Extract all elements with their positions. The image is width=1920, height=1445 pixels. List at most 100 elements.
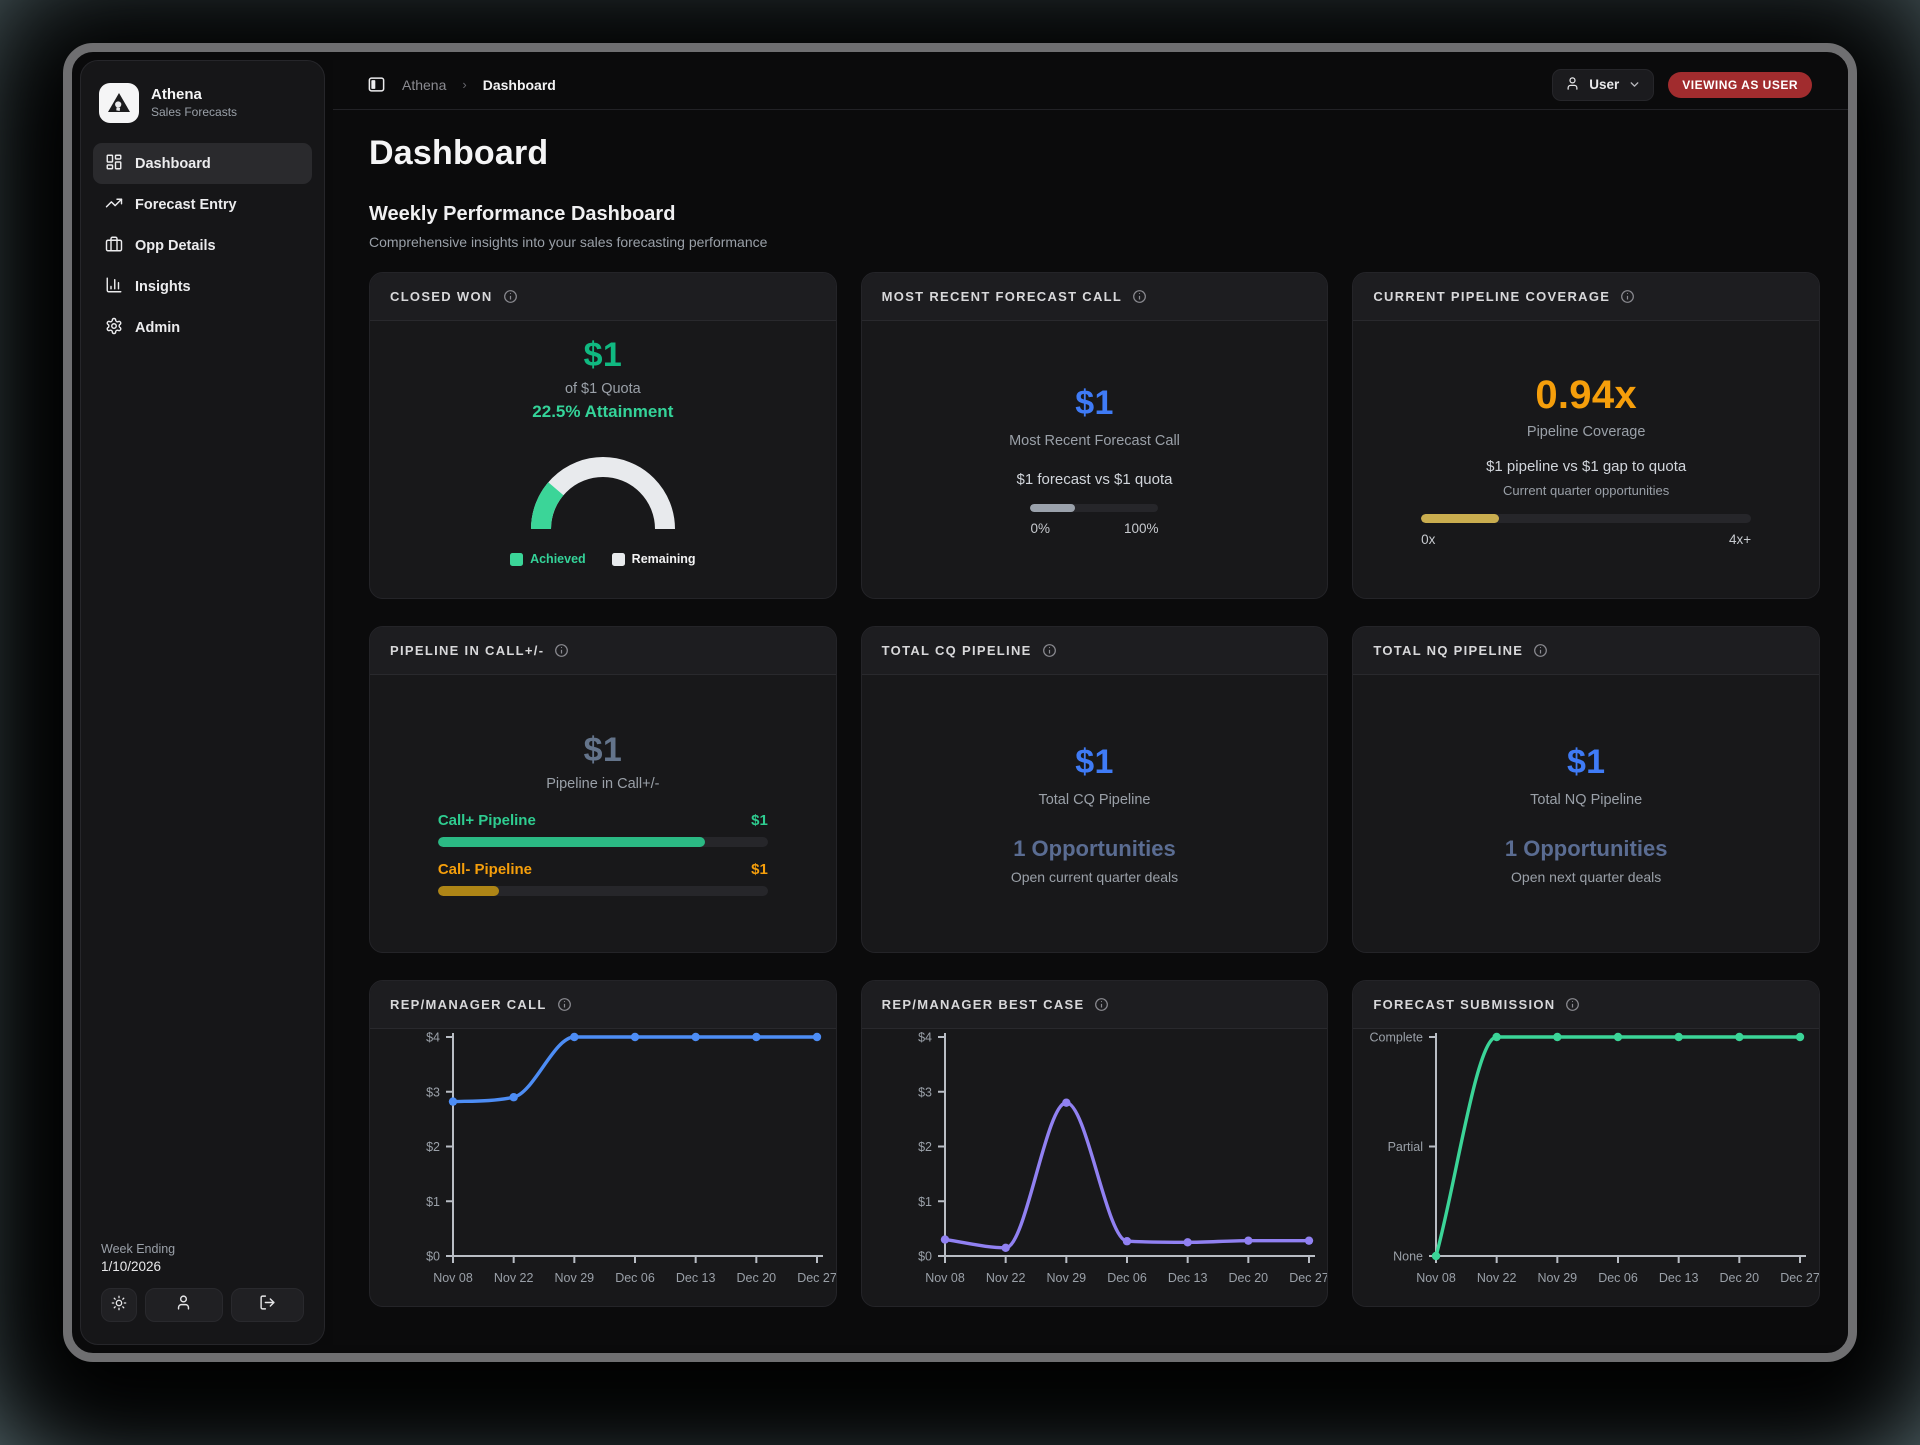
sidebar-item-opp-details[interactable]: Opp Details [93,225,312,266]
nq-opportunities: 1 Opportunities [1504,835,1668,861]
svg-text:$0: $0 [918,1250,932,1264]
pipeline-call-label: Pipeline in Call+/- [546,776,660,792]
svg-text:Dec 06: Dec 06 [1598,1271,1638,1285]
svg-text:Nov 29: Nov 29 [1538,1271,1578,1285]
week-ending-date: 1/10/2026 [101,1259,162,1274]
call-plus-bar [437,837,706,847]
profile-button[interactable] [144,1288,224,1322]
svg-text:Dec 20: Dec 20 [1228,1271,1268,1285]
logout-button[interactable] [231,1288,304,1322]
sidebar-item-label: Admin [135,319,181,336]
topbar: Athena › Dashboard User VIEWING AS USER [333,60,1848,110]
coverage-value: 0.94x [1535,372,1637,417]
forecast-call-value: $1 [1075,383,1114,422]
gauge-legend: Achieved Remaining [510,552,696,566]
svg-text:Nov 29: Nov 29 [1046,1271,1086,1285]
svg-text:Dec 06: Dec 06 [615,1271,655,1285]
forecast-vs-quota: $1 forecast vs $1 quota [1016,470,1173,488]
bar-chart-icon [105,276,123,298]
forecast-progress-fill [1030,503,1076,512]
coverage-progress-fill [1421,513,1499,523]
call-plus-value: $1 [751,812,768,829]
achieved-swatch [510,552,524,566]
svg-text:$4: $4 [426,1031,440,1045]
card-rep-manager-best-case: REP/MANAGER BEST CASE $0 $1 $2 $3 $4 Nov 08 No… [860,980,1329,1307]
svg-text:Nov 22: Nov 22 [985,1271,1025,1285]
pipeline-call-value: $1 [583,731,623,769]
svg-text:Dec 27: Dec 27 [1289,1271,1329,1285]
sidebar-item-forecast-entry[interactable]: Forecast Entry [93,184,312,225]
svg-text:Dec 20: Dec 20 [1720,1271,1760,1285]
week-ending-label: Week Ending [101,1242,176,1256]
svg-text:$3: $3 [426,1085,440,1099]
closed-won-quota: of $1 Quota [564,381,641,397]
info-icon[interactable] [1132,289,1147,304]
app-subtitle: Sales Forecasts [151,104,238,119]
range-max: 100% [1123,520,1159,536]
section-title: Weekly Performance Dashboard [369,203,676,225]
cq-opportunities-sub: Open current quarter deals [1010,868,1179,885]
card-rep-manager-call: REP/MANAGER CALL $0 $1 $2 $3 $4 Nov 08 Nov 22 N… [369,980,837,1307]
app-name: Athena [151,86,202,104]
sidebar-item-dashboard[interactable]: Dashboard [93,143,312,184]
legend-label: Remaining [631,552,696,566]
card-title: FORECAST SUBMISSION [1373,997,1556,1012]
total-nq-value: $1 [1566,742,1606,781]
sidebar-nav: Dashboard Forecast Entry Opp Details Ins… [81,141,324,350]
page-title: Dashboard [369,134,549,172]
svg-text:$1: $1 [918,1195,932,1209]
sidebar: Athena Sales Forecasts Dashboard Forecas… [80,60,325,1345]
info-icon[interactable] [1533,643,1548,658]
closed-won-attainment: 22.5% Attainment [532,402,674,421]
info-icon[interactable] [1620,289,1635,304]
dashboard-icon [105,153,123,175]
card-title: CLOSED WON [390,289,493,304]
sun-icon [111,1295,127,1316]
rep-manager-best-case-line-chart: $0 $1 $2 $3 $4 Nov 08 Nov 22 Nov 29 Dec 06 Dec 13… [918,1031,1329,1286]
legend-label: Achieved [530,552,586,566]
trending-up-icon [105,194,123,216]
call-minus-label: Call- Pipeline [437,861,533,878]
info-icon[interactable] [1565,997,1580,1012]
user-icon [1565,76,1580,94]
sidebar-header: Athena Sales Forecasts [81,61,324,141]
coverage-label: Pipeline Coverage [1526,423,1646,440]
user-menu-button[interactable]: User [1552,68,1655,101]
theme-toggle-button[interactable] [101,1288,137,1322]
svg-text:Dec 06: Dec 06 [1107,1271,1147,1285]
info-icon[interactable] [503,289,518,304]
svg-text:Nov 08: Nov 08 [1416,1271,1456,1285]
coverage-detail: $1 pipeline vs $1 gap to quota [1486,457,1687,475]
info-icon[interactable] [1094,997,1109,1012]
svg-text:Dec 13: Dec 13 [1659,1271,1699,1285]
sidebar-toggle-icon[interactable] [367,75,386,94]
svg-text:None: None [1393,1250,1423,1264]
sidebar-item-label: Opp Details [135,237,216,254]
svg-text:Nov 22: Nov 22 [494,1271,534,1285]
svg-text:$3: $3 [918,1085,932,1099]
sidebar-footer: Week Ending 1/10/2026 [81,1242,324,1344]
info-icon[interactable] [557,997,572,1012]
card-title: CURRENT PIPELINE COVERAGE [1373,289,1611,304]
card-title: TOTAL CQ PIPELINE [881,643,1032,658]
gear-icon [105,317,123,339]
info-icon[interactable] [554,643,569,658]
sidebar-item-label: Dashboard [135,155,211,172]
info-icon[interactable] [1042,643,1057,658]
sidebar-item-admin[interactable]: Admin [93,307,312,348]
svg-text:$4: $4 [918,1031,932,1045]
total-nq-label: Total NQ Pipeline [1530,791,1643,808]
nq-opportunities-sub: Open next quarter deals [1511,868,1662,885]
total-cq-value: $1 [1075,742,1114,781]
viewing-as-user-badge[interactable]: VIEWING AS USER [1668,71,1812,98]
svg-text:Dec 13: Dec 13 [1167,1271,1207,1285]
sidebar-item-insights[interactable]: Insights [93,266,312,307]
page-content: Dashboard Weekly Performance Dashboard C… [333,110,1848,1345]
breadcrumb-root[interactable]: Athena [402,76,447,93]
athena-logo-icon [99,83,139,123]
svg-text:$1: $1 [426,1195,440,1209]
range-min: 0x [1421,531,1436,547]
main-area: Athena › Dashboard User VIEWING AS USER … [333,60,1848,1345]
cq-opportunities: 1 Opportunities [1013,835,1176,861]
range-min: 0% [1030,520,1050,536]
